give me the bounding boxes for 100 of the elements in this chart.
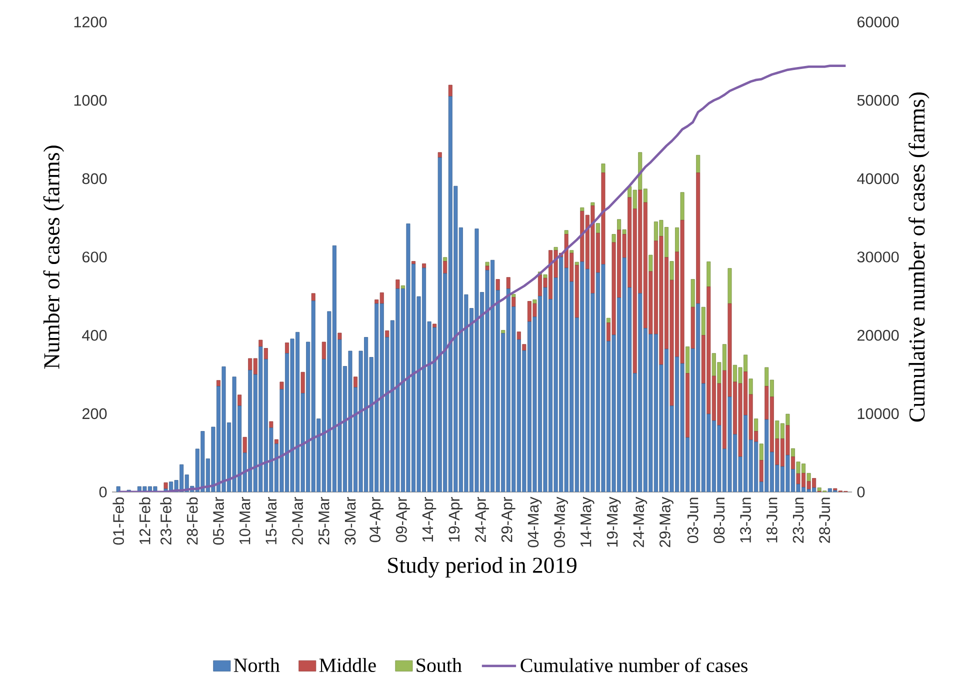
- bar: [485, 262, 490, 266]
- bar: [396, 280, 400, 289]
- bar: [322, 342, 326, 360]
- x-tick-label: 29-May: [660, 496, 674, 548]
- y2-tick-label: 60000: [858, 16, 899, 28]
- bar: [680, 192, 684, 220]
- bar: [612, 234, 616, 243]
- bar: [280, 382, 284, 390]
- x-tick-label: 25-Mar: [318, 496, 330, 545]
- bar: [759, 460, 764, 482]
- bar: [512, 297, 516, 307]
- x-tick-label: 20-Mar: [292, 496, 303, 545]
- bar: [554, 247, 558, 251]
- bar: [522, 344, 526, 351]
- bar: [506, 277, 510, 289]
- x-tick-label: 24-Apr: [475, 496, 489, 542]
- bar: [696, 172, 700, 304]
- y-tick-label: 400: [82, 330, 107, 341]
- x-tick-label: 28-Feb: [186, 497, 198, 545]
- x-tick-label: 14-May: [580, 496, 594, 547]
- bar: [300, 372, 305, 394]
- bar: [432, 324, 437, 328]
- bar: [532, 299, 537, 304]
- legend-label: North: [234, 658, 280, 672]
- bar: [438, 152, 442, 158]
- x-tick-label: 14-Apr: [422, 496, 436, 542]
- bar: [790, 448, 795, 457]
- legend-label: Middle: [319, 658, 376, 672]
- bar: [570, 250, 574, 254]
- x-tick-label: 23-Jun: [792, 498, 804, 543]
- bar: [516, 332, 521, 340]
- bar: [701, 306, 706, 336]
- y-tick-label: 200: [82, 408, 107, 420]
- x-tick-label: 01-Feb: [112, 497, 124, 545]
- x-tick-label: 18-Jun: [766, 498, 778, 542]
- x-tick-label: 29-Apr: [501, 496, 516, 542]
- bar: [670, 261, 674, 280]
- bar: [496, 279, 500, 290]
- y2-tick-label: 10000: [858, 408, 899, 420]
- x-axis-title: Study period in 2019: [388, 556, 576, 578]
- x-tick-label: 13-Jun: [740, 498, 751, 542]
- y2-tick-label: 50000: [857, 94, 899, 106]
- x-tick-label: 28-Jun: [819, 498, 830, 543]
- x-tick-label: 19-May: [606, 496, 621, 547]
- y-tick-label: 600: [82, 252, 107, 262]
- y-axis-title: Number of cases (farms): [43, 146, 64, 369]
- y-tick-label: 0: [99, 486, 107, 498]
- x-tick-label: 03-Jun: [687, 498, 698, 543]
- x-tick-label: 30-Mar: [344, 496, 356, 545]
- bar: [543, 274, 548, 278]
- bar: [580, 207, 584, 212]
- x-tick-label: 05-Mar: [213, 496, 224, 545]
- bar: [238, 394, 242, 406]
- y2-tick-label: 40000: [857, 173, 899, 184]
- bar: [622, 229, 626, 234]
- bar: [728, 268, 732, 304]
- bar: [648, 254, 653, 272]
- bar: [806, 473, 811, 482]
- bar: [164, 482, 168, 490]
- bar: [385, 330, 390, 338]
- bar: [354, 376, 358, 388]
- bar: [264, 348, 268, 360]
- bar: [754, 418, 758, 432]
- y2-tick-label: 30000: [857, 252, 899, 262]
- bar: [269, 421, 274, 428]
- y2-tick-label: 20000: [858, 330, 899, 341]
- bar: [216, 380, 220, 386]
- bar: [274, 439, 278, 444]
- x-tick-label: 09-Apr: [396, 496, 410, 542]
- bar: [242, 436, 247, 454]
- bar: [690, 306, 695, 349]
- bar: [696, 154, 700, 173]
- y-tick-label: 1200: [74, 16, 107, 28]
- bar: [448, 84, 452, 97]
- bar: [686, 346, 690, 374]
- bar: [748, 378, 753, 395]
- x-tick-label: 09-May: [554, 496, 568, 548]
- x-tick-label: 12-Feb: [139, 497, 150, 544]
- legend-label: South: [416, 658, 462, 672]
- bar: [564, 230, 568, 234]
- bar: [686, 373, 690, 438]
- bar: [485, 266, 490, 271]
- y2-axis-title: Cumulative number of cases (farms): [908, 92, 930, 422]
- bar: [690, 279, 695, 308]
- x-tick-label: 24-May: [633, 496, 648, 548]
- bar: [311, 293, 316, 302]
- bar: [706, 261, 711, 287]
- bar: [601, 164, 606, 173]
- bar: [759, 444, 764, 460]
- y-tick-label: 800: [82, 173, 107, 184]
- bar: [590, 202, 595, 206]
- x-tick-label: 15-Mar: [266, 496, 277, 544]
- bar: [443, 257, 448, 262]
- bar: [596, 223, 600, 234]
- x-tick-label: 04-May: [528, 496, 542, 548]
- bar: [617, 219, 622, 230]
- x-tick-label: 23-Feb: [160, 497, 172, 545]
- y-tick-label: 1000: [74, 94, 107, 106]
- bar: [338, 332, 342, 340]
- x-tick-label: 10-Mar: [239, 496, 250, 544]
